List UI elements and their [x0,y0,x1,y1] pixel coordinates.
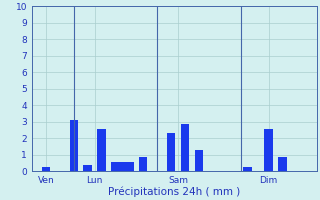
Bar [278,157,287,171]
Bar [111,162,120,171]
Bar [69,120,78,171]
Bar [264,129,273,171]
X-axis label: Précipitations 24h ( mm ): Précipitations 24h ( mm ) [108,187,241,197]
Bar [125,162,133,171]
Bar [139,157,148,171]
Bar [167,133,175,171]
Bar [97,129,106,171]
Bar [195,150,203,171]
Bar [84,165,92,171]
Bar [244,167,252,171]
Bar [118,162,127,171]
Bar [42,167,50,171]
Bar [181,124,189,171]
